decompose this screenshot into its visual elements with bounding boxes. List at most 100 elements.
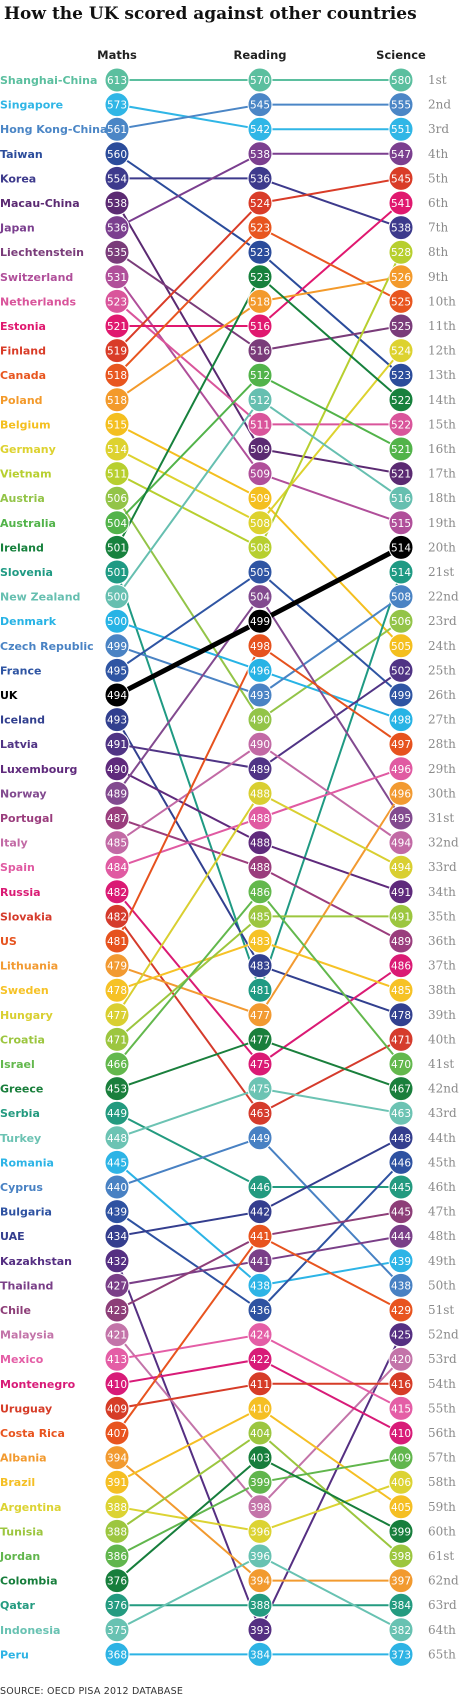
country-label-israel: Israel: [0, 1058, 35, 1071]
score-uae-maths: 434: [107, 1231, 127, 1243]
country-label-costa-rica: Costa Rica: [0, 1427, 65, 1440]
country-label-qatar: Qatar: [0, 1599, 35, 1612]
score-greece-reading: 477: [250, 1034, 270, 1046]
rank-label-57th: 57th: [428, 1451, 456, 1465]
rank-label-18th: 18th: [428, 491, 456, 505]
score-lithuania-maths: 479: [107, 961, 127, 973]
rank-label-48th: 48th: [428, 1229, 456, 1243]
score-tunisia-reading: 404: [250, 1428, 270, 1440]
score-tunisia-maths: 388: [107, 1526, 127, 1538]
circle-us-science: [388, 731, 414, 757]
circle-israel-science: [388, 1051, 414, 1077]
score-indonesia-science: 382: [391, 1625, 411, 1637]
circle-singapore-maths: [104, 92, 130, 118]
score-brazil-reading: 410: [250, 1403, 270, 1415]
circle-turkey-maths: [104, 1125, 130, 1151]
country-label-croatia: Croatia: [0, 1033, 45, 1046]
score-australia-science: 521: [391, 444, 411, 456]
country-labels: Shanghai-China Singapore Hong Kong-China Ta…: [0, 74, 107, 1661]
circle-singapore-reading: [247, 116, 273, 142]
score-ireland-reading: 523: [250, 272, 270, 284]
country-label-peru: Peru: [0, 1648, 29, 1661]
score-cyprus-reading: 449: [250, 1133, 270, 1145]
circle-uruguay-reading: [247, 1371, 273, 1397]
score-czech-republic-science: 508: [391, 592, 411, 604]
rank-label-45th: 45th: [428, 1155, 456, 1169]
circle-austria-science: [388, 608, 414, 634]
circle-estonia-reading: [247, 313, 273, 339]
country-label-slovenia: Slovenia: [0, 566, 53, 579]
rank-label-27th: 27th: [428, 713, 456, 727]
circle-czech-republic-maths: [104, 633, 130, 659]
score-belgium-science: 505: [391, 641, 411, 653]
circle-argentina-reading: [247, 1518, 273, 1544]
circle-malaysia-maths: [104, 1322, 130, 1348]
score-albania-reading: 394: [250, 1576, 270, 1588]
score-australia-reading: 512: [250, 370, 270, 382]
circle-poland-maths: [104, 387, 130, 413]
circle-japan-reading: [247, 141, 273, 167]
circle-argentina-maths: [104, 1494, 130, 1520]
column-header-science: Science: [376, 48, 426, 62]
score-japan-maths: 536: [107, 223, 127, 235]
score-montenegro-science: 410: [391, 1428, 411, 1440]
score-liechtenstein-reading: 516: [250, 346, 270, 358]
circle-tunisia-reading: [247, 1420, 273, 1446]
country-label-korea: Korea: [0, 172, 36, 185]
circle-bulgaria-reading: [247, 1297, 273, 1323]
score-italy-science: 494: [391, 838, 411, 850]
country-label-finland: Finland: [0, 345, 46, 358]
score-finland-science: 545: [391, 173, 411, 185]
score-indonesia-maths: 375: [107, 1625, 127, 1637]
circle-argentina-science: [388, 1469, 414, 1495]
circle-norway-reading: [247, 584, 273, 610]
circle-austria-maths: [104, 485, 130, 511]
score-costa-rica-reading: 441: [250, 1231, 270, 1243]
score-uruguay-maths: 409: [107, 1403, 127, 1415]
circle-uae-science: [388, 1125, 414, 1151]
circle-finland-reading: [247, 190, 273, 216]
rank-label-39th: 39th: [428, 1008, 456, 1022]
score-montenegro-maths: 410: [107, 1379, 127, 1391]
circle-costa-rica-reading: [247, 1223, 273, 1249]
score-luxembourg-reading: 488: [250, 838, 270, 850]
circle-costa-rica-science: [388, 1297, 414, 1323]
country-label-ireland: Ireland: [0, 541, 44, 554]
circle-macau-china-reading: [247, 436, 273, 462]
score-latvia-reading: 489: [250, 764, 270, 776]
circle-bulgaria-science: [388, 1149, 414, 1175]
rank-label-30th: 30th: [428, 786, 456, 800]
circle-canada-maths: [104, 362, 130, 388]
circle-spain-science: [388, 756, 414, 782]
score-sweden-maths: 478: [107, 985, 127, 997]
circle-ireland-reading: [247, 264, 273, 290]
country-label-belgium: Belgium: [0, 418, 51, 431]
country-label-sweden: Sweden: [0, 984, 49, 997]
circle-japan-maths: [104, 215, 130, 241]
circle-shanghai-china-maths: [104, 67, 130, 93]
rank-label-60th: 60th: [428, 1524, 456, 1538]
circle-greece-science: [388, 1076, 414, 1102]
circle-colombia-maths: [104, 1568, 130, 1594]
circle-indonesia-science: [388, 1617, 414, 1643]
circle-spain-reading: [247, 805, 273, 831]
score-australia-maths: 504: [107, 518, 127, 530]
score-qatar-reading: 388: [250, 1600, 270, 1612]
score-new-zealand-maths: 500: [107, 592, 127, 604]
score-jordan-science: 409: [391, 1453, 411, 1465]
rank-label-23rd: 23rd: [428, 614, 457, 628]
circle-luxembourg-science: [388, 879, 414, 905]
circle-tunisia-maths: [104, 1518, 130, 1544]
circle-liechtenstein-science: [388, 313, 414, 339]
rank-label-16th: 16th: [428, 442, 456, 456]
circle-sweden-reading: [247, 928, 273, 954]
score-spain-reading: 488: [250, 813, 270, 825]
score-hungary-science: 494: [391, 862, 411, 874]
score-macau-china-reading: 509: [250, 444, 270, 456]
rank-label-55th: 55th: [428, 1401, 456, 1415]
circle-peru-reading: [247, 1641, 273, 1667]
score-portugal-reading: 488: [250, 862, 270, 874]
circle-korea-reading: [247, 165, 273, 191]
score-czech-republic-reading: 493: [250, 690, 270, 702]
score-qatar-science: 384: [391, 1600, 411, 1612]
